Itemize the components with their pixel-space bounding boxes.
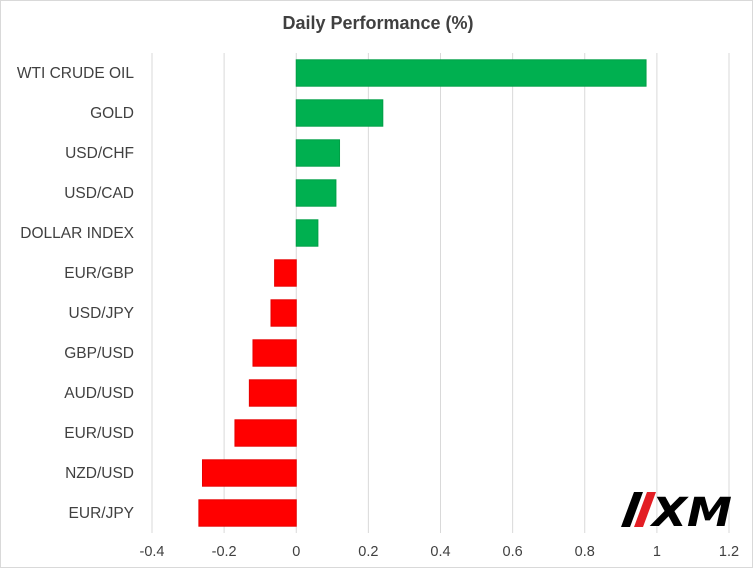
category-label: EUR/USD	[64, 425, 134, 442]
category-label: USD/CHF	[65, 145, 134, 162]
x-tick-label: 0.8	[575, 544, 595, 560]
x-tick-label: 0.4	[430, 544, 450, 560]
category-label: EUR/JPY	[69, 505, 134, 522]
category-label: GBP/USD	[64, 345, 134, 362]
bars	[198, 59, 647, 527]
bar	[252, 339, 297, 367]
x-tick-label: 1	[653, 544, 661, 560]
x-tick-label: 0.2	[358, 544, 378, 560]
x-tick-label: 1.2	[719, 544, 739, 560]
x-tick-label: -0.4	[140, 544, 165, 560]
xm-logo-text: XM	[649, 490, 732, 536]
xm-logo-red-slash	[634, 492, 656, 527]
bar	[234, 419, 297, 447]
category-label: AUD/USD	[64, 385, 134, 402]
gridlines	[151, 53, 730, 533]
bar	[270, 299, 297, 327]
bar	[295, 219, 319, 247]
bar	[295, 139, 341, 167]
category-label: USD/JPY	[69, 305, 134, 322]
bar	[248, 379, 297, 407]
x-tick-label: 0.6	[503, 544, 523, 560]
x-tick-label: 0	[292, 544, 300, 560]
category-label: NZD/USD	[65, 465, 134, 482]
bar	[295, 99, 384, 127]
category-label: WTI CRUDE OIL	[17, 65, 134, 82]
category-label: USD/CAD	[64, 185, 134, 202]
category-label: EUR/GBP	[64, 265, 134, 282]
bar	[201, 459, 297, 487]
bar	[198, 499, 297, 527]
bar	[274, 259, 297, 287]
x-tick-labels: -0.4 -0.2 0 0.2 0.4 0.6 0.8 1 1.2	[140, 544, 740, 560]
bar	[295, 59, 647, 87]
category-label: DOLLAR INDEX	[20, 225, 134, 242]
category-label: GOLD	[90, 105, 134, 122]
bar	[295, 179, 337, 207]
xm-logo-black-slash	[621, 492, 643, 527]
x-tick-label: -0.2	[212, 544, 237, 560]
category-labels: WTI CRUDE OIL GOLD USD/CHF USD/CAD DOLLAR IN…	[17, 65, 135, 522]
chart-title: Daily Performance (%)	[282, 13, 473, 33]
xm-logo: XM	[621, 490, 732, 536]
